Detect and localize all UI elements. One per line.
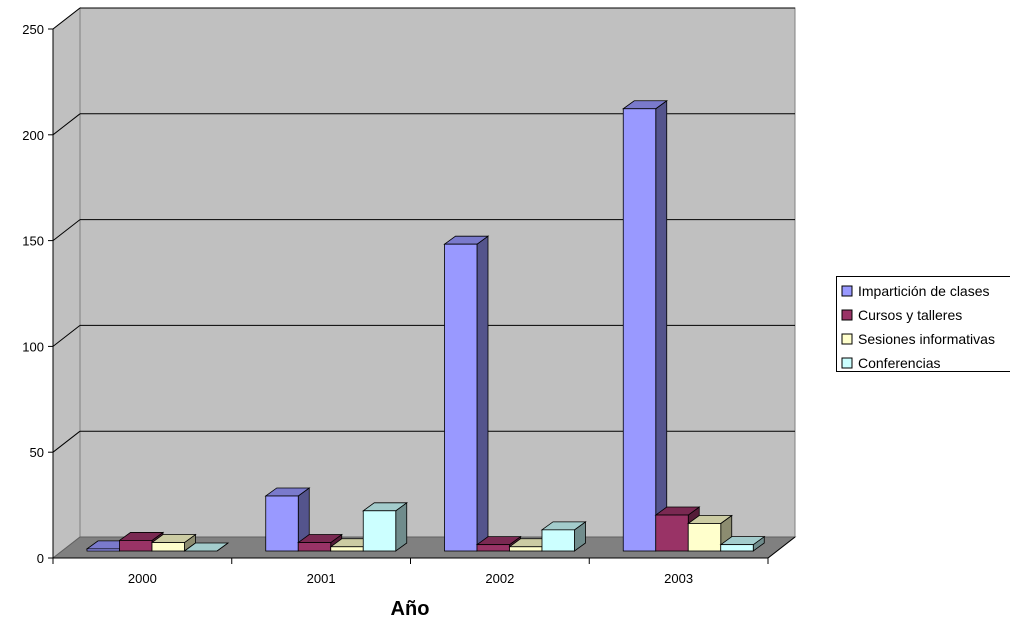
legend-label: Impartición de clases [858,283,990,299]
legend-label: Sesiones informativas [858,331,995,347]
legend-swatch [841,333,853,345]
x-axis-title: Año [391,598,430,620]
bar-front [151,542,185,552]
y-tick-label: 100 [22,339,44,354]
bar-front [330,546,364,552]
bar-front [509,546,543,552]
bar-side [476,235,489,552]
bar [687,514,733,552]
bar [264,487,311,552]
legend-swatch [841,309,853,321]
x-tick-label: 2003 [664,571,693,586]
y-tick-label: 200 [22,128,44,143]
legend-item: Impartición de clases [841,283,990,299]
x-tick-label: 2000 [128,571,157,586]
x-tick-label: 2001 [307,571,336,586]
bars [85,99,766,552]
chart-walls [51,6,797,560]
bar-front [720,544,754,552]
bar-side [655,99,668,552]
bar-front [265,495,299,552]
bar [362,502,408,552]
legend-label: Cursos y talleres [858,307,962,323]
y-tick-label: 150 [22,234,44,249]
back-wall [79,7,796,538]
legend-box [836,276,1010,372]
legend-item: Conferencias [841,355,941,371]
gridline-side [52,325,81,347]
bar-front [86,548,120,552]
x-tick-label: 2002 [485,571,514,586]
gridline-side [52,430,81,453]
legend-swatch [841,357,853,369]
bar [540,521,587,552]
y-tick-label: 250 [22,22,44,37]
bar [719,535,766,552]
y-tick-label: 50 [30,445,44,460]
bar-front [476,544,510,552]
legend-item: Sesiones informativas [841,331,995,347]
gridline-side [52,7,81,30]
bar-front [541,529,575,552]
bar-top [183,542,230,552]
gridlines [52,7,795,453]
legend-item: Cursos y talleres [841,307,962,323]
gridline-side [52,113,81,136]
bar [183,542,230,552]
bar-front [119,540,153,552]
side-wall [52,6,81,560]
legend-items: Impartición de clases Cursos y talleres Se… [841,283,995,371]
bar-front [297,542,332,552]
bar-front [622,108,657,552]
y-tick-label: 0 [37,551,44,566]
legend-swatch [841,285,853,297]
bar-front [444,243,478,552]
legend: Impartición de clases Cursos y talleres Se… [836,276,1010,372]
bar-front [655,514,689,552]
y-axis: 0 50 100 150 200 250 [22,22,54,566]
floor-edge [767,536,796,559]
bar [150,533,197,552]
legend-label: Conferencias [858,355,941,371]
bar [622,99,668,552]
bar [443,235,490,552]
gridline-side [52,219,81,241]
bar-front [362,510,397,552]
x-axis: 2000 2001 2002 2003 [52,536,796,586]
bar-front [687,523,722,552]
